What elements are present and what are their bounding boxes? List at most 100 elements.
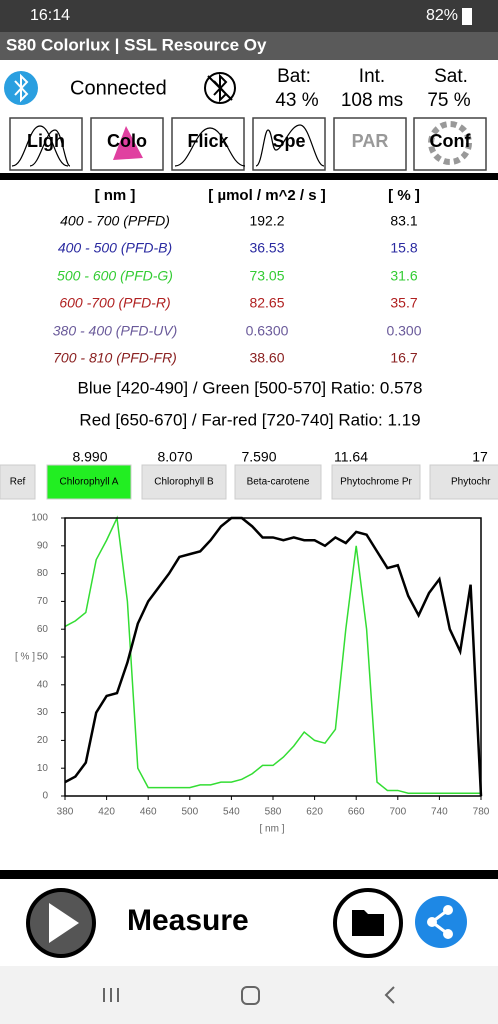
int-value: 108 ms — [341, 90, 403, 111]
app-bar — [0, 32, 498, 60]
table-cell: 400 - 700 (PPFD) — [60, 213, 170, 229]
y-tick-label: 70 — [37, 596, 49, 607]
reference-button[interactable] — [0, 464, 36, 500]
nav-back[interactable] — [384, 986, 395, 1004]
reference-button-label: Phytochr — [451, 477, 491, 488]
reference-button[interactable] — [234, 464, 322, 500]
sat-value: 75 % — [427, 90, 470, 111]
x-tick-label: 420 — [98, 807, 115, 818]
table-cell: 73.05 — [249, 268, 284, 284]
table-cell: 192.2 — [249, 213, 284, 229]
nav-bar — [0, 966, 498, 1024]
tab-label: Colo — [107, 131, 147, 151]
reference-button[interactable] — [141, 464, 227, 500]
y-tick-label: 10 — [37, 763, 49, 774]
reference-button-label: Phytochrome Pr — [340, 477, 412, 488]
nav-recent[interactable] — [103, 988, 119, 1002]
table-cell: 500 - 600 (PFD-G) — [57, 268, 173, 284]
table-cell: 400 - 500 (PFD-B) — [58, 240, 172, 256]
sat-label: Sat. — [434, 66, 468, 87]
share-dot — [427, 917, 437, 927]
reference-button-label: Chlorophyll A — [60, 477, 119, 488]
bluetooth-glyph — [14, 73, 29, 103]
y-tick-label: 50 — [37, 652, 49, 663]
reference-button[interactable] — [46, 464, 132, 500]
tab-button[interactable] — [413, 117, 487, 171]
x-tick-label: 580 — [265, 807, 282, 818]
x-tick-label: 740 — [431, 807, 448, 818]
reference-value: 11.64 — [334, 449, 368, 465]
table-cell: 16.7 — [390, 350, 417, 366]
bat-value: 43 % — [275, 90, 318, 111]
x-tick-label: 540 — [223, 807, 240, 818]
ratio: Blue [420-490] / Green [500-570] Ratio: … — [78, 378, 423, 397]
x-tick-label: 620 — [306, 807, 323, 818]
tab-button[interactable] — [9, 117, 83, 171]
nav-home[interactable] — [241, 986, 260, 1005]
measure-label[interactable]: Measure — [127, 904, 249, 937]
bt-off-icon[interactable] — [204, 72, 236, 104]
x-tick-label: 700 — [389, 807, 406, 818]
y-tick-label: 20 — [37, 735, 49, 746]
table-cell: 31.6 — [390, 268, 417, 284]
table-cell: 0.300 — [386, 323, 421, 339]
y-tick-label: 100 — [31, 513, 48, 524]
x-tick-label: 380 — [57, 807, 74, 818]
tab-label: Flick — [187, 131, 229, 151]
table-header: [ nm ] — [95, 187, 136, 204]
battery-icon — [462, 8, 472, 25]
reference-value: 17 — [472, 449, 488, 465]
y-tick-label: 60 — [37, 624, 49, 635]
x-tick-label: 660 — [348, 807, 365, 818]
table-cell: 35.7 — [390, 295, 417, 311]
separator — [0, 173, 498, 180]
table-cell: 0.6300 — [246, 323, 289, 339]
tab-button[interactable] — [333, 117, 407, 171]
reference-value: 7.590 — [241, 449, 276, 465]
tab-button[interactable] — [252, 117, 326, 171]
y-tick-label: 80 — [37, 568, 49, 579]
table-cell: 700 - 810 (PFD-FR) — [53, 350, 177, 366]
table-cell: 83.1 — [390, 213, 417, 229]
battery: 82% — [426, 7, 458, 24]
tab-icon — [428, 121, 472, 165]
folder-glyph — [352, 910, 384, 936]
time: 16:14 — [30, 7, 70, 24]
y-tick-label: 0 — [42, 791, 48, 802]
plot-frame — [64, 517, 482, 797]
ratio: Red [650-670] / Far-red [720-740] Ratio:… — [79, 410, 420, 429]
play-glyph — [49, 903, 79, 943]
table-cell: 380 - 400 (PFD-UV) — [53, 323, 177, 339]
share-button[interactable] — [415, 896, 467, 948]
tab-label: PAR — [352, 131, 389, 151]
bat-label: Bat: — [277, 66, 311, 87]
table-header: [ µmol / m^2 / s ] — [208, 187, 325, 204]
table-cell: 38.60 — [249, 350, 284, 366]
tab-icon — [174, 127, 246, 167]
tab-icon — [11, 125, 71, 167]
series-line — [64, 516, 483, 797]
series-line — [64, 515, 481, 794]
reference-button[interactable] — [331, 464, 421, 500]
y-axis-label: [ % ] — [15, 652, 35, 663]
table-cell: 15.8 — [390, 240, 417, 256]
separator — [0, 870, 498, 879]
x-tick-label: 500 — [181, 807, 198, 818]
app-title: S80 Colorlux | SSL Resource Oy — [6, 35, 267, 54]
connection: Connected — [70, 77, 167, 99]
y-tick-label: 90 — [37, 540, 49, 551]
tab-label: Conf — [430, 131, 472, 151]
tab-icon — [113, 126, 143, 160]
share-dot — [443, 905, 453, 915]
int-label: Int. — [359, 66, 385, 87]
reference-button-label: Beta-carotene — [247, 477, 310, 488]
status-bar — [0, 0, 498, 32]
reference-button[interactable] — [429, 464, 498, 500]
share-dot — [443, 929, 453, 939]
x-tick-label: 460 — [140, 807, 157, 818]
table-header: [ % ] — [388, 187, 420, 204]
x-tick-label: 780 — [473, 807, 490, 818]
tab-icon — [255, 124, 325, 167]
y-tick-label: 30 — [37, 707, 49, 718]
reference-value: 8.070 — [157, 449, 192, 465]
